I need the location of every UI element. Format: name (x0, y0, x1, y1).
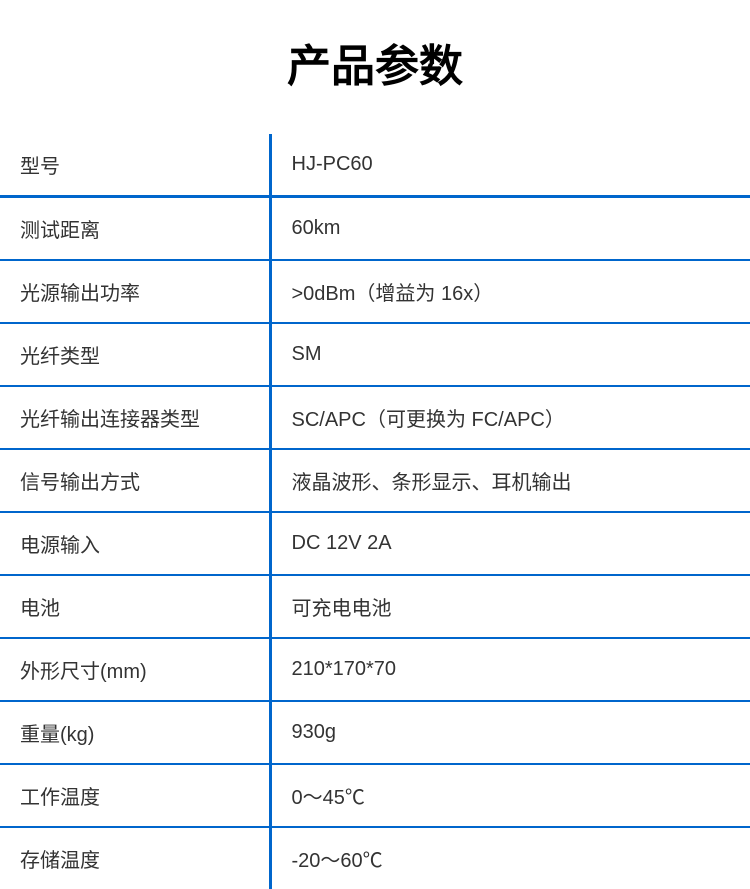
spec-label: 测试距离 (0, 197, 270, 261)
spec-label: 工作温度 (0, 764, 270, 827)
table-row: 外形尺寸(mm)210*170*70 (0, 638, 750, 701)
spec-value: SC/APC（可更换为 FC/APC） (270, 386, 750, 449)
spec-value: SM (270, 323, 750, 386)
table-row: 电池可充电电池 (0, 575, 750, 638)
table-row: 型号HJ-PC60 (0, 134, 750, 197)
spec-value: HJ-PC60 (270, 134, 750, 197)
table-row: 光纤输出连接器类型SC/APC（可更换为 FC/APC） (0, 386, 750, 449)
spec-value: 210*170*70 (270, 638, 750, 701)
spec-value: 0～45℃ (270, 764, 750, 827)
spec-label: 型号 (0, 134, 270, 197)
table-row: 光纤类型SM (0, 323, 750, 386)
spec-label: 光纤类型 (0, 323, 270, 386)
spec-value: 60km (270, 197, 750, 261)
spec-label: 电池 (0, 575, 270, 638)
spec-container: 产品参数 型号HJ-PC60测试距离60km光源输出功率>0dBm（增益为 16… (0, 0, 750, 889)
page-title: 产品参数 (0, 0, 750, 134)
spec-value: >0dBm（增益为 16x） (270, 260, 750, 323)
spec-value: -20～60℃ (270, 827, 750, 889)
spec-label: 光纤输出连接器类型 (0, 386, 270, 449)
spec-value: DC 12V 2A (270, 512, 750, 575)
spec-label: 信号输出方式 (0, 449, 270, 512)
spec-label: 电源输入 (0, 512, 270, 575)
table-row: 重量(kg)930g (0, 701, 750, 764)
spec-table: 型号HJ-PC60测试距离60km光源输出功率>0dBm（增益为 16x）光纤类… (0, 134, 750, 889)
spec-value: 液晶波形、条形显示、耳机输出 (270, 449, 750, 512)
spec-label: 重量(kg) (0, 701, 270, 764)
table-row: 存储温度-20～60℃ (0, 827, 750, 889)
table-row: 电源输入DC 12V 2A (0, 512, 750, 575)
table-row: 测试距离60km (0, 197, 750, 261)
table-row: 工作温度0～45℃ (0, 764, 750, 827)
spec-label: 存储温度 (0, 827, 270, 889)
spec-value: 可充电电池 (270, 575, 750, 638)
table-row: 光源输出功率>0dBm（增益为 16x） (0, 260, 750, 323)
spec-label: 外形尺寸(mm) (0, 638, 270, 701)
spec-value: 930g (270, 701, 750, 764)
spec-label: 光源输出功率 (0, 260, 270, 323)
table-row: 信号输出方式液晶波形、条形显示、耳机输出 (0, 449, 750, 512)
